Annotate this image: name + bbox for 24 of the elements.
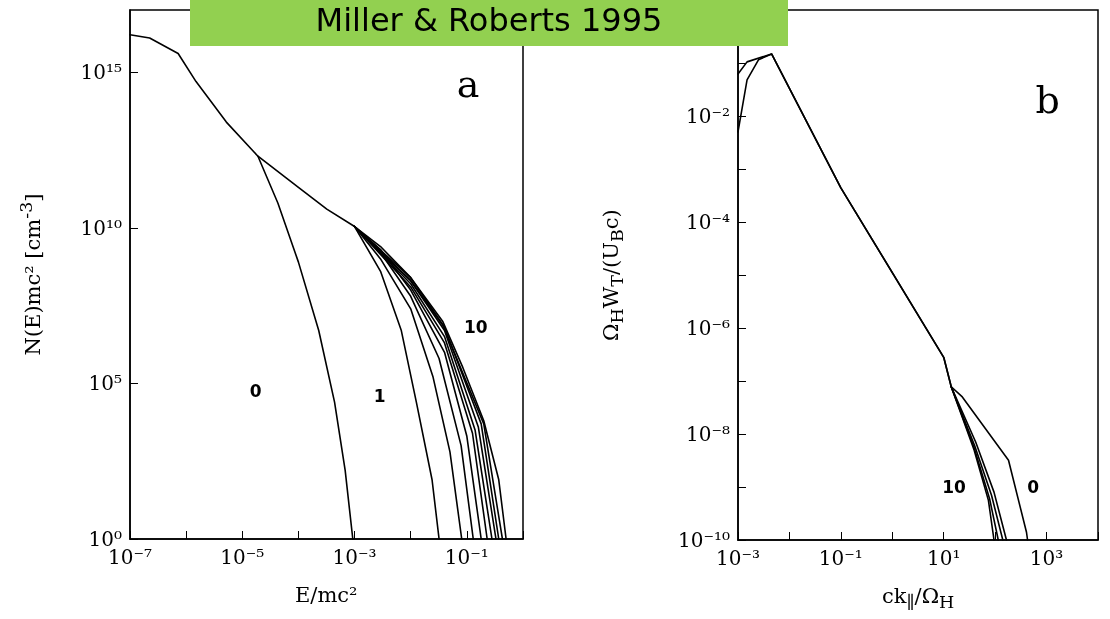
x-tick-label: 10⁻⁵: [220, 545, 265, 569]
y-tick-label: 10⁻²: [685, 104, 730, 128]
annotation: b: [1035, 78, 1060, 123]
y-tick-label: 10¹⁵: [80, 60, 122, 85]
x-axis-title: E/mc²: [295, 583, 358, 607]
x-tick-label: 10⁻³: [715, 546, 761, 570]
x-tick-label: 10⁻¹: [818, 546, 863, 570]
x-tick-label: 10¹: [926, 546, 961, 570]
x-tick-label: 10⁻⁷: [107, 545, 153, 569]
x-axis-title: ck$_{∥}$/Ω$_{H}$: [882, 584, 955, 613]
annotation: 0: [1027, 477, 1040, 497]
x-tick-label: 10³: [1029, 546, 1064, 570]
annotation: 10: [463, 317, 488, 338]
x-tick-label: 10⁻¹: [444, 545, 489, 569]
annotation: 10: [942, 477, 966, 497]
annotation: 0: [249, 380, 262, 401]
y-tick-label: 10⁻⁴: [685, 210, 730, 234]
x-tick-label: 10⁻³: [332, 545, 377, 569]
y-tick-label: 10⁵: [88, 371, 122, 396]
y-tick-label: 10⁻⁸: [685, 422, 730, 446]
annotation: a: [456, 62, 480, 107]
annotation: 1: [373, 386, 386, 407]
y-tick-label: 10⁻⁶: [685, 316, 730, 340]
y-tick-label: 10¹⁰: [80, 215, 122, 240]
